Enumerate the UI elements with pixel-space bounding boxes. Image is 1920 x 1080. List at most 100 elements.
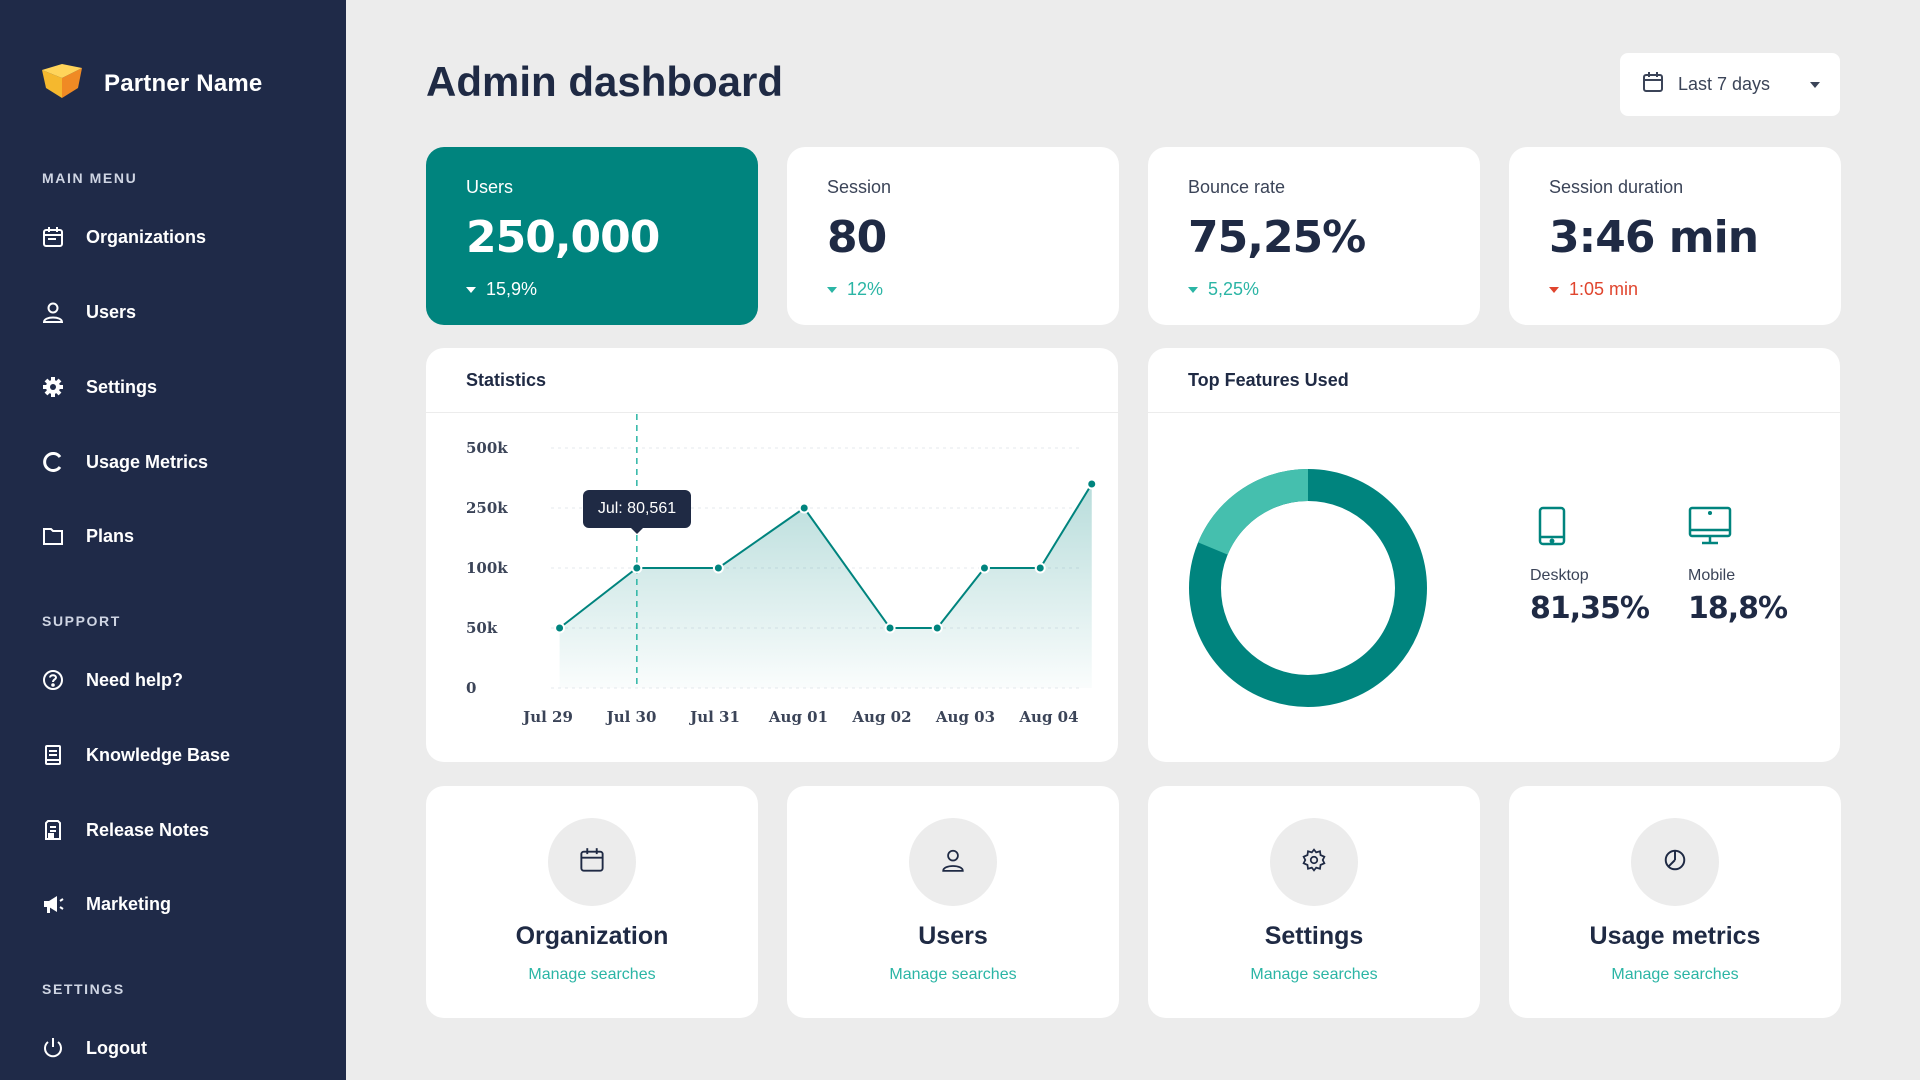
shortcut-icon-circle	[1270, 818, 1358, 906]
main-menu-label: MAIN MENU	[42, 170, 138, 186]
feature-label: Desktop	[1530, 567, 1589, 584]
kpi-card-bounce-rate[interactable]: Bounce rate 75,25% 5,25%	[1148, 147, 1480, 325]
data-point[interactable]	[1034, 562, 1046, 574]
kpi-label: Session	[827, 177, 892, 197]
feature-mobile: Mobile 18,8%	[1688, 506, 1788, 626]
sidebar-item-label: Settings	[86, 376, 158, 397]
x-tick-label: Jul 31	[688, 708, 740, 726]
shortcut-icon-circle	[548, 818, 636, 906]
chart-tooltip: Jul: 80,561	[582, 490, 692, 534]
divider	[1148, 412, 1840, 413]
data-point[interactable]	[554, 622, 566, 634]
chevron-down-icon	[1810, 81, 1820, 88]
sidebar-item-logout[interactable]: Logout	[42, 1037, 147, 1059]
y-tick-label: 250k	[466, 499, 508, 517]
data-point[interactable]	[884, 622, 896, 634]
sidebar-item-need-help[interactable]: Need help?	[42, 669, 183, 691]
shortcut-card-organization[interactable]: Organization Manage searches	[426, 786, 758, 1018]
kpi-value: 3:46 min	[1549, 212, 1759, 263]
sidebar-item-marketing[interactable]: Marketing	[42, 893, 171, 915]
x-tick-label: Jul 29	[521, 708, 573, 726]
brand[interactable]: Partner Name	[42, 64, 262, 103]
kpi-card-users[interactable]: Users 250,000 15,9%	[426, 147, 758, 325]
pie-chart-icon	[1663, 848, 1687, 877]
sidebar-item-knowledge-base[interactable]: Knowledge Base	[42, 744, 230, 766]
sidebar-item-usage-metrics[interactable]: Usage Metrics	[42, 451, 208, 473]
sidebar-item-release-notes[interactable]: Release Notes	[42, 819, 209, 841]
brand-logo-icon	[42, 64, 82, 103]
manage-searches-link[interactable]: Manage searches	[528, 966, 656, 983]
kpi-card-session-duration[interactable]: Session duration 3:46 min 1:05 min	[1509, 147, 1841, 325]
area-fill	[559, 484, 1092, 688]
top-features-panel: Top Features Used Desktop 81,35% Mobile …	[1148, 348, 1840, 762]
statistics-chart[interactable]: 0 50k 100k 250k 500k Jul 29 Jul 30 Jul 31 Aug 0…	[426, 348, 1118, 762]
manage-searches-link[interactable]: Manage searches	[1250, 966, 1378, 983]
shortcut-icon-circle	[909, 818, 997, 906]
shortcut-icon-circle	[1631, 818, 1719, 906]
sidebar-item-label: Knowledge Base	[86, 744, 231, 765]
data-point[interactable]	[798, 502, 810, 514]
shortcut-card-settings[interactable]: Settings Manage searches	[1148, 786, 1480, 1018]
data-point[interactable]	[978, 562, 990, 574]
kpi-label: Users	[466, 177, 514, 197]
gear-icon	[1302, 847, 1326, 877]
trend-down-icon	[1188, 286, 1198, 293]
calendar-icon	[42, 226, 64, 248]
tooltip-pointer	[630, 528, 643, 534]
data-point[interactable]	[712, 562, 724, 574]
divider	[426, 412, 1118, 413]
x-tick-label: Aug 03	[935, 708, 995, 726]
sidebar-item-label: Plans	[86, 525, 135, 546]
tooltip-text: Jul: 80,561	[597, 500, 677, 517]
donut-chart[interactable]	[1178, 458, 1438, 718]
x-tick-label: Aug 01	[768, 708, 828, 726]
sidebar-item-organizations[interactable]: Organizations	[42, 226, 206, 248]
kpi-delta: 15,9%	[466, 279, 718, 300]
y-tick-label: 100k	[466, 559, 508, 577]
manage-searches-link[interactable]: Manage searches	[889, 966, 1017, 983]
shortcut-title: Organization	[515, 922, 669, 950]
manage-searches-link[interactable]: Manage searches	[1611, 966, 1739, 983]
help-circle-icon	[42, 669, 64, 691]
pie-chart-icon	[42, 451, 64, 473]
sidebar-item-label: Usage Metrics	[86, 451, 209, 472]
date-range-picker[interactable]: Last 7 days	[1620, 53, 1840, 116]
y-tick-label: 0	[466, 679, 476, 697]
date-range-value: Last 7 days	[1678, 74, 1771, 94]
sidebar-item-users[interactable]: Users	[42, 301, 136, 323]
trend-down-icon	[1549, 286, 1559, 293]
support-label: SUPPORT	[42, 613, 121, 629]
sidebar-item-label: Logout	[86, 1037, 147, 1058]
sidebar-item-plans[interactable]: Plans	[42, 525, 134, 547]
top-features-title: Top Features Used	[1188, 370, 1349, 390]
sidebar-item-label: Organizations	[86, 226, 207, 247]
calendar-icon	[1642, 71, 1664, 98]
kpi-value: 250,000	[466, 212, 660, 263]
data-point[interactable]	[631, 562, 643, 574]
x-tick-label: Jul 30	[605, 708, 657, 726]
gear-icon	[42, 376, 64, 398]
settings-label: SETTINGS	[42, 981, 125, 997]
kpi-delta-value: 15,9%	[486, 279, 538, 299]
user-icon	[42, 301, 64, 323]
x-tick-label: Aug 02	[851, 708, 911, 726]
monitor-icon	[1688, 506, 1787, 551]
data-point[interactable]	[931, 622, 943, 634]
trend-down-icon	[466, 286, 476, 293]
kpi-label: Session duration	[1549, 177, 1684, 197]
shortcut-card-usage-metrics[interactable]: Usage metrics Manage searches	[1509, 786, 1841, 1018]
data-point[interactable]	[1086, 478, 1098, 490]
brand-name: Partner Name	[104, 69, 263, 97]
user-icon	[941, 848, 965, 877]
kpi-delta: 5,25%	[1188, 279, 1440, 300]
shortcut-card-users[interactable]: Users Manage searches	[787, 786, 1119, 1018]
donut-slice-mobile	[1189, 469, 1427, 707]
sidebar-item-label: Release Notes	[86, 819, 210, 840]
kpi-card-session[interactable]: Session 80 12%	[787, 147, 1119, 325]
power-icon	[42, 1037, 64, 1059]
kpi-delta: 12%	[827, 279, 1079, 300]
sidebar-item-label: Users	[86, 301, 137, 322]
sidebar-item-settings[interactable]: Settings	[42, 376, 157, 398]
feature-label: Mobile	[1688, 567, 1736, 584]
sidebar-item-label: Need help?	[86, 669, 184, 690]
